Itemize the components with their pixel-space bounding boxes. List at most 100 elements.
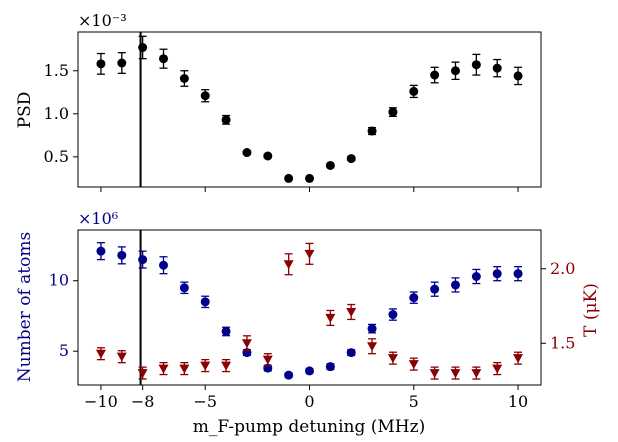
bottom-x-tick-label: −8 [131,392,155,411]
temperature-y-ticks: 1.5 2.0 [541,259,575,352]
psd-point [242,148,252,158]
atoms-point [284,370,294,380]
psd-point [96,52,106,75]
temperature-y-tick-label: 1.5 [550,333,575,352]
psd-point [179,70,189,87]
temperature-point [325,309,336,327]
atoms-point [513,265,523,282]
psd-marker [117,58,127,68]
atoms-marker [117,250,127,260]
temperature-marker [179,364,190,374]
atoms-marker [200,297,210,307]
temperature-marker [116,352,127,362]
atoms-marker [138,255,148,265]
psd-point [305,173,314,183]
temperature-point [221,359,232,373]
atoms-marker [96,246,106,256]
psd-marker [450,66,460,76]
psd-marker [284,173,294,183]
psd-marker [179,74,189,83]
bottom-x-tick-label: 10 [508,392,528,411]
psd-marker [492,63,502,73]
bottom-x-tick-label: −5 [193,392,217,411]
psd-point [492,58,502,78]
psd-marker [159,54,169,64]
temperature-point [283,253,294,276]
psd-marker [367,126,377,136]
atoms-y-tick-label: 10 [49,271,69,290]
temperature-marker [304,249,315,259]
temperature-marker [137,369,148,379]
psd-scale-label: ×10⁻³ [78,11,127,30]
psd-marker [138,43,148,52]
atoms-scale-label: ×10⁶ [78,209,118,228]
atoms-point [325,362,335,372]
psd-point [263,151,273,161]
psd-x-ticks [100,187,519,192]
atoms-marker [450,280,460,290]
psd-point [430,66,440,84]
atoms-point [409,291,419,304]
psd-y-tick-label: 1.5 [44,61,69,80]
atoms-marker [513,269,523,279]
temperature-marker [387,354,398,364]
psd-marker [346,154,356,164]
atoms-point [159,256,169,275]
temperature-marker [95,349,106,359]
temperature-point [137,366,148,380]
psd-point [284,173,294,183]
atoms-point [138,250,148,269]
atoms-marker [492,269,502,279]
psd-point [409,84,419,99]
psd-marker [96,59,106,69]
psd-point [367,126,377,136]
psd-plot-frame [77,31,542,188]
temperature-marker [262,355,273,365]
psd-point [221,114,231,125]
temperature-marker [325,313,336,323]
temperature-point [492,361,503,376]
psd-ylabel: PSD [15,92,35,129]
psd-point [138,35,148,60]
psd-marker [221,115,231,125]
temperature-point [367,338,378,355]
psd-marker [200,91,210,101]
temperature-point [200,359,211,373]
temperature-point [513,351,524,365]
temperature-marker [429,369,440,379]
temperature-marker [471,369,482,379]
atoms-y-tick-label: 5 [59,341,69,360]
atoms-marker [159,260,169,270]
temperature-point [471,366,482,380]
psd-marker [305,173,314,183]
psd-marker [430,70,440,80]
temperature-point [408,357,419,371]
atoms-marker [430,284,440,294]
temperature-point [387,351,398,365]
atoms-point [388,308,398,321]
atoms-point [450,277,460,293]
temperature-series [95,242,524,380]
temperature-y-tick-label: 2.0 [550,259,575,278]
temperature-point [429,366,440,380]
temperature-marker [408,360,419,370]
atoms-y-ticks: 5 10 [49,271,78,360]
atoms-point [305,366,314,376]
temperature-point [179,361,190,376]
bottom-x-tick-label: 5 [409,392,419,411]
atoms-ylabel: Number of atoms [15,232,35,382]
atoms-marker [409,293,419,303]
atoms-point [221,326,231,337]
psd-point [471,53,481,76]
atoms-point [346,348,356,358]
atoms-point [471,268,481,285]
psd-marker [513,71,523,81]
temperature-marker [221,361,232,371]
temperature-marker [158,364,169,374]
psd-point [513,66,523,86]
psd-y-tick-label: 0.5 [44,147,69,166]
temperature-point [304,242,315,265]
temperature-point [241,335,252,352]
psd-marker [388,107,398,117]
